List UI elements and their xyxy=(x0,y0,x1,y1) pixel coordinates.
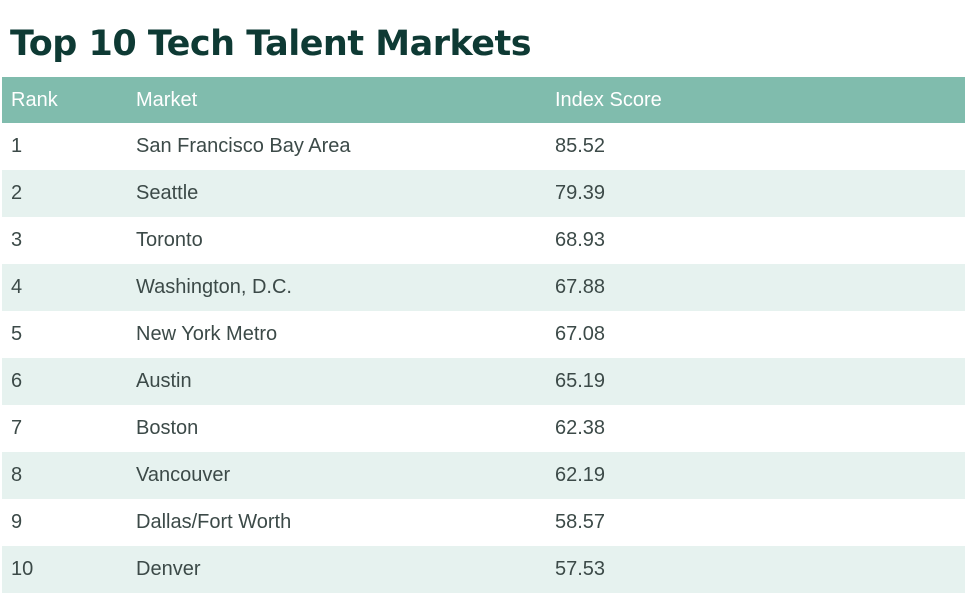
market-cell: New York Metro xyxy=(136,323,278,345)
index-score-cell: 65.19 xyxy=(555,370,606,392)
table-row: 1 San Francisco Bay Area 85.52 xyxy=(2,123,965,170)
index-score-cell: 62.38 xyxy=(555,417,606,439)
column-header-index-score: Index Score xyxy=(555,89,662,111)
market-cell: Denver xyxy=(136,558,201,580)
index-score-cell: 57.53 xyxy=(555,558,606,580)
table-row: 6 Austin 65.19 xyxy=(2,358,965,405)
market-cell: Dallas/Fort Worth xyxy=(136,511,292,533)
table-body: 1 San Francisco Bay Area 85.52 2 Seattle 79.3… xyxy=(2,123,965,593)
table-header-row: Rank Market Index Score xyxy=(2,77,965,123)
column-header-rank: Rank xyxy=(11,89,58,111)
market-cell: Seattle xyxy=(136,182,199,204)
market-cell: San Francisco Bay Area xyxy=(136,135,351,157)
index-score-cell: 68.93 xyxy=(555,229,606,251)
rank-cell: 1 xyxy=(11,135,23,157)
table-row: 8 Vancouver 62.19 xyxy=(2,452,965,499)
column-header-market: Market xyxy=(136,89,198,111)
index-score-cell: 62.19 xyxy=(555,464,606,486)
index-score-cell: 58.57 xyxy=(555,511,606,533)
rank-cell: 6 xyxy=(11,370,23,392)
market-cell: Boston xyxy=(136,417,199,439)
index-score-cell: 67.88 xyxy=(555,276,606,298)
table-row: 9 Dallas/Fort Worth 58.57 xyxy=(2,499,965,546)
index-score-cell: 67.08 xyxy=(555,323,606,345)
market-cell: Toronto xyxy=(136,229,203,251)
rank-cell: 4 xyxy=(11,276,23,298)
table-row: 5 New York Metro 67.08 xyxy=(2,311,965,358)
chart-title: Top 10 Tech Talent Markets xyxy=(10,24,532,64)
rank-cell: 2 xyxy=(11,182,23,204)
table-row: 3 Toronto 68.93 xyxy=(2,217,965,264)
index-score-cell: 79.39 xyxy=(555,182,606,204)
market-cell: Austin xyxy=(136,370,192,392)
rank-cell: 8 xyxy=(11,464,23,486)
table-row: 2 Seattle 79.39 xyxy=(2,170,965,217)
table-row: 10 Denver 57.53 xyxy=(2,546,965,593)
index-score-cell: 85.52 xyxy=(555,135,606,157)
market-cell: Vancouver xyxy=(136,464,231,486)
table-row: 4 Washington, D.C. 67.88 xyxy=(2,264,965,311)
rank-cell: 7 xyxy=(11,417,23,439)
market-cell: Washington, D.C. xyxy=(136,276,292,298)
rankings-table: Rank Market Index Score 1 San Francisco B… xyxy=(2,77,965,593)
rank-cell: 5 xyxy=(11,323,23,345)
table-row: 7 Boston 62.38 xyxy=(2,405,965,452)
rank-cell: 9 xyxy=(11,511,23,533)
rank-cell: 10 xyxy=(11,558,34,580)
rank-cell: 3 xyxy=(11,229,23,251)
